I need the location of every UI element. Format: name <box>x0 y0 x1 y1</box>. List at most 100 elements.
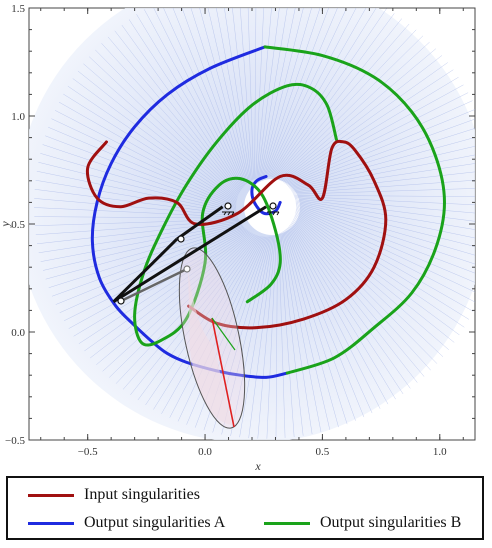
hatch-line <box>177 236 266 422</box>
series-line-4 <box>85 139 388 330</box>
hatch-line <box>172 8 246 186</box>
legend-item-input: Input singularities <box>28 486 200 504</box>
hatch-line <box>51 118 237 206</box>
series-line-2 <box>263 45 446 375</box>
hatch-line <box>136 14 243 190</box>
hatch-line <box>67 85 237 202</box>
base-support-2 <box>267 211 280 216</box>
hatch-line <box>295 200 475 239</box>
hatch-line <box>295 210 474 312</box>
hatch-line <box>263 8 321 177</box>
joint-end-effector <box>117 297 125 305</box>
hatch-line <box>54 110 237 205</box>
hatch-line <box>102 233 254 372</box>
x-axis-label: x <box>254 459 261 472</box>
hatch-line <box>295 201 475 247</box>
hatch-line <box>255 8 264 179</box>
hatch-line <box>63 93 237 203</box>
hatch-line <box>264 8 329 177</box>
hatch-line <box>143 9 243 189</box>
base-support-1 <box>222 211 235 216</box>
x-tick-label: 0.0 <box>198 446 212 458</box>
mechanism-links <box>112 205 267 304</box>
hatch-line <box>275 23 410 179</box>
legend-label-output-b: Output singularities B <box>320 514 462 531</box>
hatch-line <box>240 8 253 181</box>
hatch-line <box>40 223 242 262</box>
hatch-line <box>275 234 278 439</box>
x-tick-label: −0.5 <box>78 446 98 458</box>
hatch-line <box>169 236 264 418</box>
hatch-line <box>280 55 443 181</box>
hatch-line <box>128 19 242 191</box>
hatch-line <box>96 233 253 365</box>
hatch-line <box>292 179 475 194</box>
series-line-3 <box>133 82 339 347</box>
hatch-line <box>38 222 241 254</box>
hatch-line <box>294 216 444 357</box>
y-tick-label: 0.5 <box>11 219 25 231</box>
chart-plot: −0.5 0.0 0.5 1.0 −0.5 0.0 0.5 1.0 1.5 x y <box>0 3 476 472</box>
hatch-line <box>42 144 237 210</box>
hatch-line <box>77 70 238 199</box>
mechanism-link-2 <box>112 205 267 304</box>
hatch-line <box>286 100 473 185</box>
hatch-line <box>277 35 424 180</box>
hatch-line <box>291 222 411 389</box>
mechanism-joints <box>117 202 280 305</box>
hatch-line <box>257 235 276 439</box>
y-tick-label: −0.5 <box>5 435 25 447</box>
mechanism-link-0 <box>112 238 178 303</box>
red-vector <box>211 317 235 428</box>
hatch-line <box>295 202 475 256</box>
joint-elbow-2 <box>183 265 191 273</box>
hatch-line <box>45 135 237 209</box>
hatch-line <box>261 8 304 178</box>
hatch-line <box>289 137 475 189</box>
y-tick-label: 1.0 <box>11 111 25 123</box>
hatch-line <box>45 225 243 280</box>
hatch-line <box>221 236 272 435</box>
mechanism-link-1 <box>176 205 224 241</box>
hatch-line <box>48 126 237 207</box>
base-joint-1 <box>224 202 232 210</box>
hatch-line <box>73 230 249 337</box>
hatch-line <box>153 8 244 188</box>
hatch-line <box>279 48 437 181</box>
axis-tick-labels: −0.5 0.0 0.5 1.0 −0.5 0.0 0.5 1.0 1.5 <box>5 3 447 458</box>
hatch-line <box>230 236 273 437</box>
hatch-line <box>295 208 475 303</box>
hatch-line <box>109 234 255 378</box>
hatch-line <box>90 232 252 359</box>
hatch-line <box>114 30 241 193</box>
hatch-line <box>199 8 248 184</box>
hatch-line <box>257 8 280 178</box>
hatch-line <box>215 8 250 182</box>
hatch-line <box>293 188 475 195</box>
hatch-line <box>267 8 347 177</box>
hatch-line <box>288 226 381 409</box>
hatch-line <box>295 199 475 230</box>
hatch-line <box>95 49 239 196</box>
hatch-line <box>181 8 246 185</box>
hatch-line <box>259 8 296 178</box>
legend-item-output-a: Output singularities A <box>28 514 225 532</box>
hatch-line <box>283 76 459 183</box>
hatch-line <box>294 214 455 343</box>
hatch-line <box>281 232 313 435</box>
hatch-line <box>247 8 254 180</box>
hatch-line <box>281 62 448 182</box>
workspace-hatch <box>34 8 475 439</box>
hatch-line <box>295 207 475 293</box>
series-line-0 <box>90 45 289 379</box>
hatch-line <box>271 8 387 178</box>
hatch-line <box>38 161 237 212</box>
hatch-line <box>280 232 304 436</box>
hatch-line <box>287 109 475 186</box>
hatch-line <box>115 234 256 384</box>
hatch-line <box>292 221 418 383</box>
hatch-line <box>295 211 470 320</box>
hatch-line <box>68 230 248 329</box>
hatch-line <box>262 8 312 177</box>
hatch-line <box>293 219 431 371</box>
